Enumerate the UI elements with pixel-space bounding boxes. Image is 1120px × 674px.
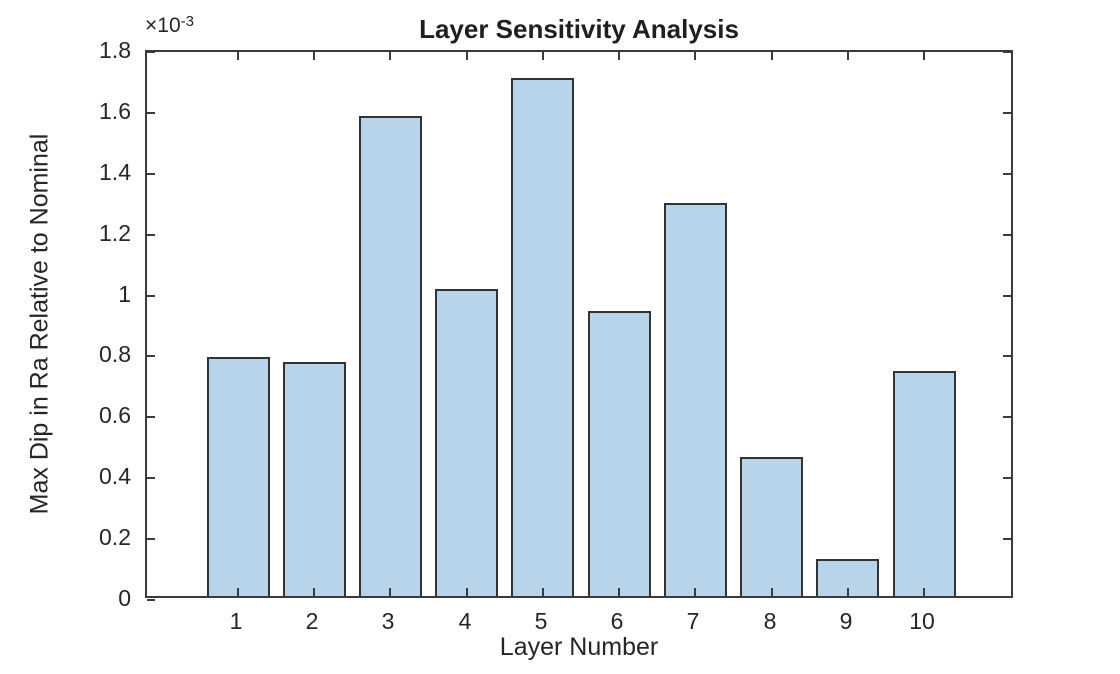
y-tick-label: 0.8	[99, 341, 131, 368]
y-tick-label: 0.2	[99, 524, 131, 551]
x-tick-mark	[542, 588, 544, 596]
y-tick-label: 1	[118, 280, 131, 307]
bar-layer-6	[588, 311, 651, 596]
y-tick-label: 0.6	[99, 402, 131, 429]
y-axis-label: Max Dip in Ra Relative to Nominal	[25, 133, 54, 515]
y-tick-label: 0	[118, 585, 131, 611]
x-tick-mark	[771, 588, 773, 596]
bar-layer-1	[207, 357, 270, 596]
bar-layer-5	[511, 78, 574, 596]
y-tick-mark	[147, 112, 155, 114]
y-tick-mark	[1003, 477, 1011, 479]
bar-layer-2	[283, 362, 346, 596]
y-tick-mark	[147, 173, 155, 175]
x-tick-mark	[389, 52, 391, 60]
x-tick-label: 10	[909, 608, 935, 634]
y-tick-mark	[147, 416, 155, 418]
x-tick-mark	[466, 52, 468, 60]
y-tick-mark	[1003, 538, 1011, 540]
x-tick-label: 4	[458, 608, 472, 634]
y-tick-mark	[1003, 51, 1011, 53]
bar-layer-7	[664, 203, 727, 596]
y-tick-label: 1.8	[99, 37, 131, 63]
x-tick-mark	[313, 52, 315, 60]
y-tick-mark	[147, 599, 155, 601]
x-tick-mark	[618, 52, 620, 60]
chart-title: Layer Sensitivity Analysis	[419, 14, 739, 44]
x-tick-mark	[466, 588, 468, 596]
x-tick-label: 6	[610, 608, 624, 634]
y-tick-mark	[1003, 234, 1011, 236]
y-exponent-base: ×10	[145, 14, 181, 37]
x-tick-label: 9	[839, 608, 853, 634]
y-tick-mark	[1003, 355, 1011, 357]
y-exponent-power: -3	[180, 13, 194, 30]
bar-layer-4	[435, 289, 498, 596]
y-tick-mark	[147, 538, 155, 540]
x-tick-mark	[389, 588, 391, 596]
y-tick-label: 1.4	[99, 158, 131, 185]
y-tick-mark	[1003, 112, 1011, 114]
y-tick-mark	[147, 234, 155, 236]
x-tick-label: 8	[763, 608, 777, 634]
x-tick-mark	[847, 588, 849, 596]
y-tick-mark	[1003, 295, 1011, 297]
y-tick-label: 0.4	[99, 463, 131, 490]
y-tick-mark	[147, 51, 155, 53]
bar-layer-8	[740, 457, 803, 596]
x-tick-mark	[694, 588, 696, 596]
y-tick-mark	[1003, 173, 1011, 175]
x-tick-mark	[771, 52, 773, 60]
y-axis-exponent: ×10-3	[145, 13, 194, 38]
x-tick-mark	[237, 52, 239, 60]
x-tick-mark	[618, 588, 620, 596]
x-tick-mark	[847, 52, 849, 60]
x-tick-label: 7	[686, 608, 700, 634]
x-tick-label: 2	[305, 608, 319, 634]
x-tick-mark	[694, 52, 696, 60]
x-tick-mark	[237, 588, 239, 596]
x-tick-label: 3	[381, 608, 395, 634]
bar-layer-3	[359, 116, 422, 596]
bar-layer-10	[893, 371, 956, 596]
y-tick-mark	[147, 477, 155, 479]
y-tick-mark	[147, 355, 155, 357]
x-tick-mark	[313, 588, 315, 596]
plot-area	[145, 50, 1013, 601]
x-tick-label: 5	[534, 608, 548, 634]
x-tick-mark	[923, 52, 925, 60]
y-tick-mark	[147, 295, 155, 297]
y-tick-label: 1.6	[99, 97, 131, 124]
y-tick-mark	[1003, 416, 1011, 418]
x-tick-mark	[542, 52, 544, 60]
x-tick-label: 1	[229, 608, 243, 634]
x-axis-label: Layer Number	[499, 633, 659, 661]
x-tick-mark	[923, 588, 925, 596]
y-tick-label: 1.2	[99, 219, 131, 246]
